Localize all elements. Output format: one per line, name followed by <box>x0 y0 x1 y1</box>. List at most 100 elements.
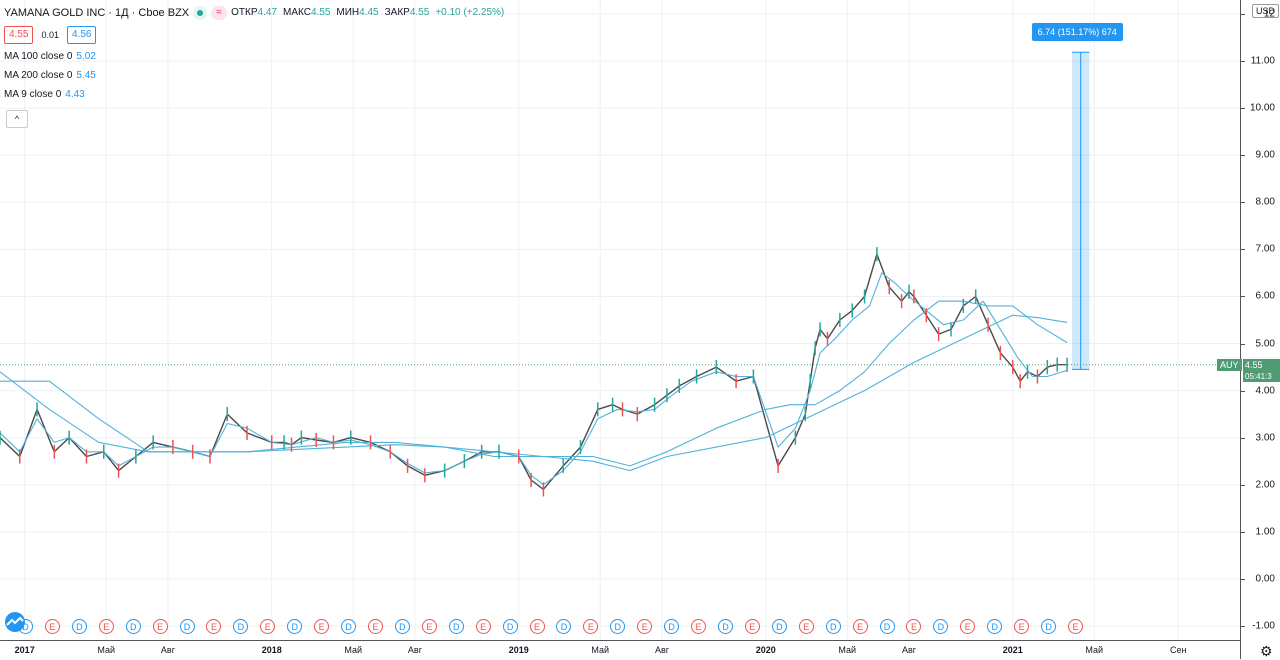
dividend-event-icon[interactable]: D <box>341 619 357 634</box>
earnings-event-icon[interactable]: E <box>906 619 922 634</box>
price-tick-label: 1.00 <box>1255 526 1275 538</box>
price-tick-label: 12 <box>1263 8 1275 20</box>
ohlc-label: МИН <box>336 7 360 18</box>
price-tick-label: 10.00 <box>1249 102 1275 114</box>
bid-price[interactable]: 4.55 <box>4 26 34 44</box>
ma-9-row[interactable]: MA 9 close 0 4.43 <box>4 89 510 101</box>
earnings-event-icon[interactable]: E <box>637 619 653 634</box>
earnings-event-icon[interactable]: E <box>1068 619 1083 634</box>
market-status-icon[interactable] <box>193 6 208 20</box>
earnings-event-icon[interactable]: E <box>1014 619 1030 634</box>
earnings-event-icon[interactable]: E <box>798 619 814 634</box>
time-tick-label: Авг <box>654 645 670 655</box>
time-axis[interactable]: 2017 Май Авг 2018 Май Авг 2019 Май Авг 2020 Май Авг… <box>0 640 1240 660</box>
earnings-event-icon[interactable]: E <box>475 619 491 634</box>
earnings-event-icon[interactable]: E <box>260 619 276 634</box>
ohlc-label: МАКС <box>283 7 311 18</box>
dividend-event-icon[interactable]: D <box>233 619 249 634</box>
ohlc-values: ОТКР4.47 МАКС4.55 МИН4.45 ЗАКР4.55 +0.10 (+2… <box>231 7 510 19</box>
measure-label: 6.74 (151.17%) 674 <box>1031 23 1123 41</box>
price-tick-mark <box>1241 437 1245 439</box>
ma-100-value: 5.02 <box>76 51 96 62</box>
ask-price[interactable]: 4.56 <box>67 26 97 44</box>
dividend-event-icon[interactable]: D <box>771 619 787 634</box>
ohlc-value: 4.55 <box>310 7 331 18</box>
earnings-event-icon[interactable]: E <box>852 619 868 634</box>
price-tick-mark <box>1241 61 1245 63</box>
ma-200-value: 5.45 <box>76 70 96 81</box>
earnings-event-icon[interactable]: E <box>98 619 114 634</box>
earnings-event-icon[interactable]: E <box>744 619 760 634</box>
dividend-event-icon[interactable]: D <box>125 619 141 634</box>
time-tick-label: Авг <box>160 645 175 655</box>
time-tick-label: Авг <box>901 645 917 655</box>
dividend-event-icon[interactable]: D <box>287 619 303 634</box>
ma-200-line <box>0 314 1068 472</box>
dividend-event-icon[interactable]: D <box>610 619 626 634</box>
dividend-event-icon[interactable]: D <box>664 619 680 634</box>
dividend-event-icon[interactable]: D <box>825 619 841 634</box>
dividend-event-icon[interactable]: D <box>933 619 949 634</box>
last-price-label: 4.55 <box>1243 358 1280 371</box>
earnings-event-icon[interactable]: E <box>421 619 437 634</box>
ma-200-row[interactable]: MA 200 close 0 5.45 <box>4 70 510 82</box>
time-tick-label: Май <box>1085 645 1104 655</box>
earnings-event-icon[interactable]: E <box>206 619 222 634</box>
data-problem-icon[interactable]: ≈ <box>211 6 228 20</box>
price-tick-label: 5.00 <box>1255 338 1275 350</box>
price-tick-mark <box>1241 390 1245 392</box>
price-tick-label: 7.00 <box>1255 243 1275 255</box>
price-chart[interactable] <box>0 0 1240 659</box>
dividend-event-icon[interactable]: D <box>556 619 572 634</box>
dividend-event-icon[interactable]: D <box>879 619 895 634</box>
dividend-event-icon[interactable]: D <box>987 619 1003 634</box>
earnings-event-icon[interactable]: E <box>960 619 976 634</box>
price-tick-mark <box>1241 249 1245 251</box>
time-tick-label: 2021 <box>1002 645 1023 655</box>
price-tick-label: 3.00 <box>1255 432 1275 444</box>
earnings-event-icon[interactable]: E <box>314 619 330 634</box>
price-line <box>0 253 1068 491</box>
price-tick-label: 2.00 <box>1255 479 1275 491</box>
price-tick-label: 0.00 <box>1255 573 1275 585</box>
dividend-event-icon[interactable]: D <box>394 619 410 634</box>
earnings-event-icon[interactable]: E <box>691 619 707 634</box>
dividend-event-icon[interactable]: D <box>71 619 87 634</box>
ohlc-label: ЗАКР <box>384 7 410 18</box>
earnings-event-icon[interactable]: E <box>152 619 168 634</box>
gear-icon[interactable]: ⚙ <box>1260 643 1273 659</box>
time-tick-label: 2019 <box>508 645 529 655</box>
ma-9-line <box>0 272 1068 486</box>
ohlc-label: ОТКР <box>231 7 258 18</box>
price-tick-label: 4.00 <box>1255 385 1275 397</box>
legend: YAMANA GOLD INC · 1Д · Cboe BZX ≈ ОТКР 4.… <box>4 6 510 101</box>
earnings-event-icon[interactable]: E <box>44 619 60 634</box>
dividend-event-icon[interactable]: D <box>448 619 464 634</box>
ma-9-value: 4.43 <box>65 89 85 100</box>
collapse-legend-button[interactable]: ^ <box>6 110 28 128</box>
dividend-event-icon[interactable]: D <box>1041 619 1057 634</box>
price-tick-mark <box>1241 578 1245 580</box>
price-tick-label: 11.00 <box>1250 55 1275 67</box>
earnings-event-icon[interactable]: E <box>583 619 599 634</box>
earnings-event-icon[interactable]: E <box>529 619 545 634</box>
spread-value: 0.01 <box>41 30 59 40</box>
dividend-event-icon[interactable]: D <box>179 619 195 634</box>
tradingview-logo-icon[interactable] <box>2 612 28 632</box>
price-tick-label: -1.00 <box>1252 620 1275 632</box>
price-tick-mark <box>1241 14 1245 16</box>
price-tick-mark <box>1241 155 1245 157</box>
price-tick-mark <box>1241 108 1245 110</box>
bar-countdown: 05:41:3 <box>1243 370 1280 382</box>
price-axis[interactable]: USD -1.00 0.00 1.00 2.00 3.00 4.00 5.00 6.00 7.0… <box>1240 0 1280 659</box>
ma-100-label: MA 100 close 0 <box>4 51 73 62</box>
ma-100-row[interactable]: MA 100 close 0 5.02 <box>4 51 510 63</box>
symbol-title[interactable]: YAMANA GOLD INC · 1Д · Cboe BZX <box>4 7 190 19</box>
dividend-event-icon[interactable]: D <box>502 619 518 634</box>
currency-label[interactable]: USD <box>1251 4 1279 18</box>
price-tick-mark <box>1241 296 1245 298</box>
time-tick-label: Сен <box>1169 645 1187 655</box>
earnings-event-icon[interactable]: E <box>368 619 383 634</box>
ma-100-line <box>0 300 1068 467</box>
dividend-event-icon[interactable]: D <box>718 619 733 634</box>
